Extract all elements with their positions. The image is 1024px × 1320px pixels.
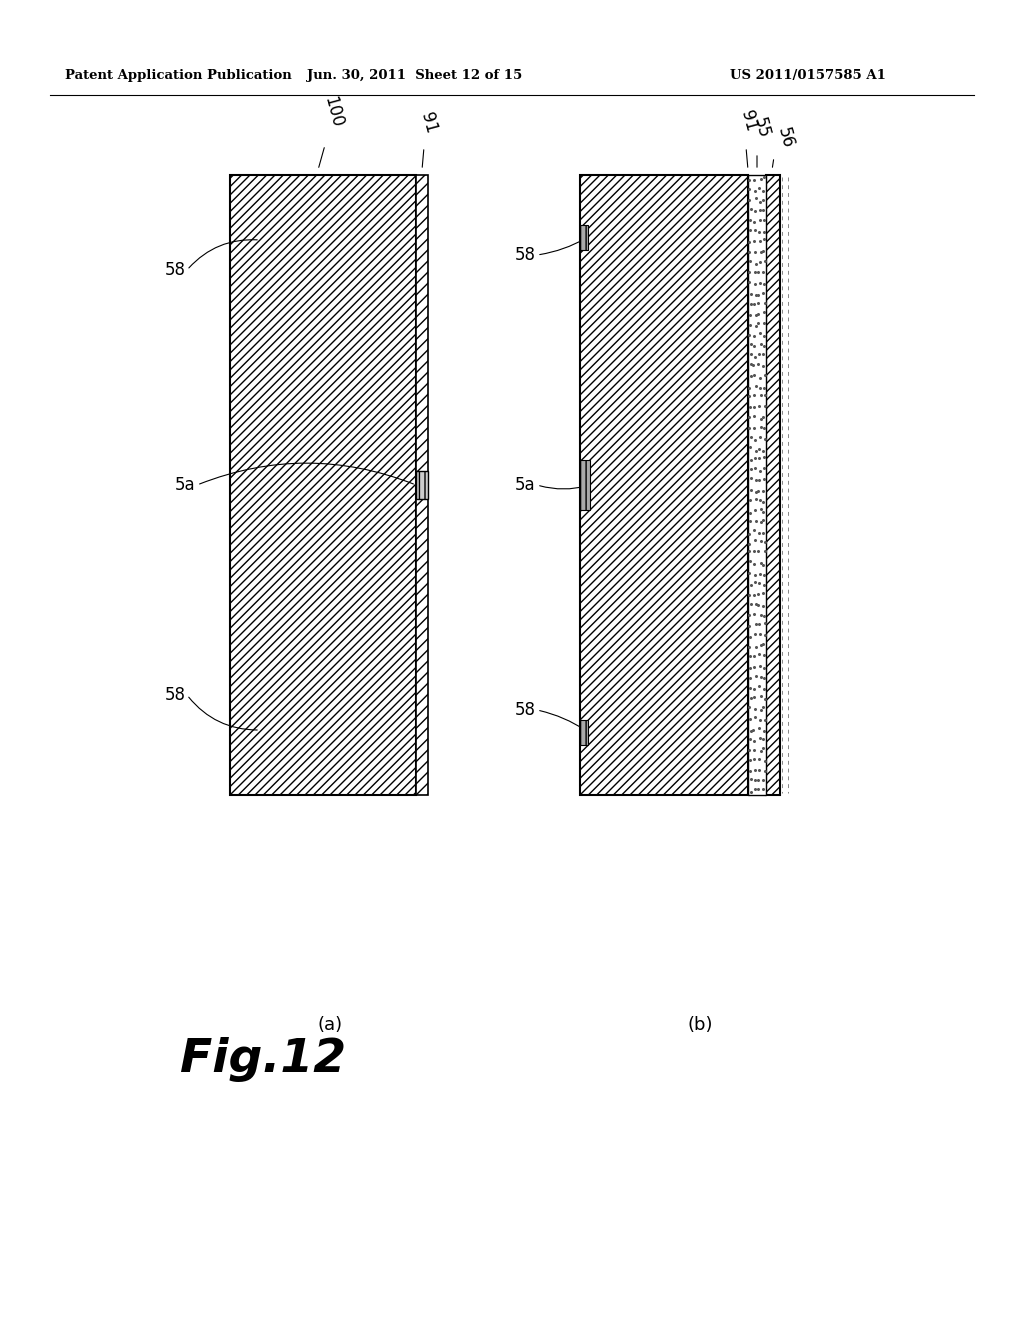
- Text: (b): (b): [687, 1016, 713, 1034]
- Bar: [766, 176, 780, 795]
- Text: Jun. 30, 2011  Sheet 12 of 15: Jun. 30, 2011 Sheet 12 of 15: [307, 69, 522, 82]
- Text: 58: 58: [514, 701, 536, 719]
- Text: 58: 58: [514, 246, 536, 264]
- Text: (a): (a): [317, 1016, 343, 1034]
- Bar: [748, 176, 766, 795]
- Bar: [580, 459, 590, 510]
- Bar: [230, 176, 416, 795]
- Text: 5a: 5a: [515, 477, 536, 494]
- Text: 55: 55: [750, 115, 772, 140]
- Bar: [416, 471, 428, 499]
- Text: 91: 91: [737, 108, 761, 133]
- Bar: [580, 719, 588, 744]
- Text: 100: 100: [321, 95, 346, 129]
- Text: 5a: 5a: [175, 477, 196, 494]
- Text: 58: 58: [165, 686, 185, 704]
- Bar: [416, 176, 428, 795]
- Text: Fig.12: Fig.12: [180, 1038, 346, 1082]
- Bar: [580, 224, 588, 249]
- Text: 91: 91: [418, 110, 440, 135]
- Text: Patent Application Publication: Patent Application Publication: [65, 69, 292, 82]
- Bar: [580, 176, 748, 795]
- Text: US 2011/0157585 A1: US 2011/0157585 A1: [730, 69, 886, 82]
- Text: 56: 56: [773, 125, 797, 150]
- Text: 58: 58: [165, 261, 185, 279]
